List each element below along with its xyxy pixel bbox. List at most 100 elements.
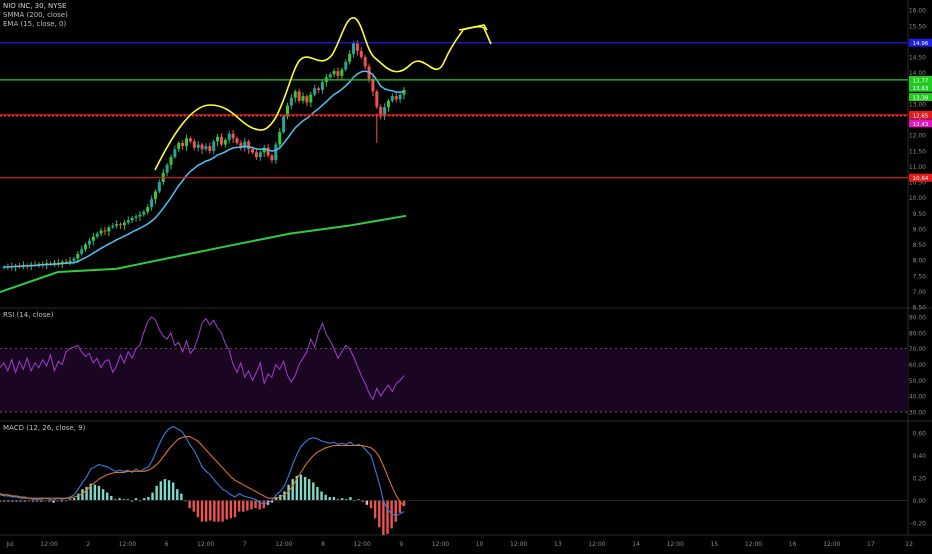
candle: [293, 91, 297, 98]
macd-hist-bar: [143, 498, 146, 501]
rsi-line: [0, 316, 405, 401]
candle: [56, 262, 60, 264]
candle: [76, 253, 80, 259]
macd-hist-bar: [237, 500, 241, 512]
time-tick-label: 12:00: [588, 541, 605, 548]
macd-hist-bar: [11, 500, 14, 502]
candle: [95, 233, 99, 237]
time-tick-label: 12:00: [432, 541, 449, 548]
time-tick-label: 17: [867, 541, 875, 548]
smma-line: [0, 214, 407, 293]
price-badge: [909, 83, 932, 92]
candle: [258, 152, 262, 158]
symbol-title[interactable]: NIO INC, 30, NYSE: [3, 2, 67, 10]
rsi-tick-label: 80.00: [909, 330, 926, 337]
candle: [188, 138, 192, 142]
trend-drawing: [154, 17, 492, 171]
macd-hist-bar: [204, 500, 208, 522]
rsi-legend[interactable]: RSI (14, close): [3, 311, 54, 319]
macd-hist-bar: [386, 500, 389, 534]
candle: [223, 139, 227, 145]
price-tick-label: 6.50: [913, 305, 927, 312]
candle: [169, 157, 173, 165]
price-tick-label: 11.50: [909, 148, 926, 155]
time-tick-label: 12:00: [745, 541, 762, 548]
time-tick-label: 7: [243, 541, 247, 548]
macd-hist-bar: [130, 500, 134, 502]
candle: [111, 225, 115, 228]
candle: [192, 141, 196, 148]
candle: [87, 240, 91, 245]
macd-hist-bar: [48, 500, 51, 502]
macd-hist-bar: [97, 485, 101, 501]
price-tick-label: 13.00: [909, 101, 926, 108]
candle: [386, 100, 390, 108]
time-tick-label: 14: [632, 541, 640, 548]
time-tick-label: 12:00: [197, 541, 214, 548]
rsi-tick-label: 60.00: [909, 362, 926, 369]
candle: [219, 136, 223, 145]
time-tick-label: Jul: [5, 541, 14, 548]
candle: [80, 249, 84, 254]
candle: [247, 141, 251, 150]
candle: [309, 94, 313, 103]
candle: [134, 216, 138, 218]
time-tick-label: 12:00: [510, 541, 527, 548]
candle: [216, 136, 220, 142]
macd-hist-bar: [307, 479, 311, 501]
time-tick-label: 8: [321, 541, 325, 548]
rsi-tick-label: 40.00: [909, 394, 926, 401]
price-tick-label: 10.50: [909, 180, 926, 187]
candle: [204, 146, 208, 150]
time-tick-label: 13: [554, 541, 562, 548]
candle: [317, 88, 321, 90]
time-tick-label: 16: [789, 541, 797, 548]
macd-hist-bar: [171, 482, 175, 501]
candle: [72, 258, 76, 261]
time-tick-label: 15: [711, 541, 719, 548]
ema-legend[interactable]: EMA (15, close, 0): [3, 20, 67, 28]
price-tick-label: 7.50: [913, 273, 927, 280]
price-tick-label: 12.00: [909, 133, 926, 140]
candle: [177, 143, 181, 150]
macd-hist-bar: [85, 486, 88, 501]
candle: [379, 107, 383, 117]
rsi-tick-label: 70.00: [909, 346, 926, 353]
macd-hist-bar: [398, 500, 402, 513]
macd-hist-bar: [60, 500, 64, 502]
macd-hist-bar: [328, 497, 331, 501]
price-tick-label: 14.00: [909, 70, 926, 77]
candle: [150, 199, 154, 208]
macd-tick-label: 0.00: [913, 498, 927, 505]
macd-hist-bar: [134, 498, 138, 501]
macd-legend[interactable]: MACD (12, 26, close, 9): [3, 424, 86, 432]
price-badge-label: 12.65: [913, 113, 929, 119]
candle: [119, 224, 123, 226]
macd-hist-bar: [155, 485, 158, 501]
price-badge: [909, 173, 932, 182]
candle: [297, 91, 301, 101]
macd-hist-bar: [303, 476, 307, 501]
macd-hist-bar: [192, 500, 195, 512]
macd-hist-bar: [336, 499, 340, 501]
smma-legend[interactable]: SMMA (200, close): [3, 11, 68, 19]
price-badge: [909, 119, 932, 128]
candle: [348, 53, 352, 62]
rsi-band: [0, 348, 908, 413]
candle: [235, 138, 239, 144]
candle: [196, 144, 200, 148]
macd-hist-bar: [225, 500, 228, 520]
macd-hist-bar: [242, 500, 245, 512]
macd-hist-bar: [73, 498, 76, 501]
rsi-tick-label: 90.00: [909, 314, 926, 321]
macd-hist-bar: [180, 493, 183, 501]
macd-hist-bar: [373, 500, 377, 519]
candle: [208, 146, 212, 151]
price-tick-label: 16.00: [909, 8, 926, 15]
macd-hist-bar: [151, 492, 154, 501]
macd-hist-bar: [105, 492, 109, 501]
candle: [84, 244, 88, 250]
candle: [165, 164, 169, 173]
